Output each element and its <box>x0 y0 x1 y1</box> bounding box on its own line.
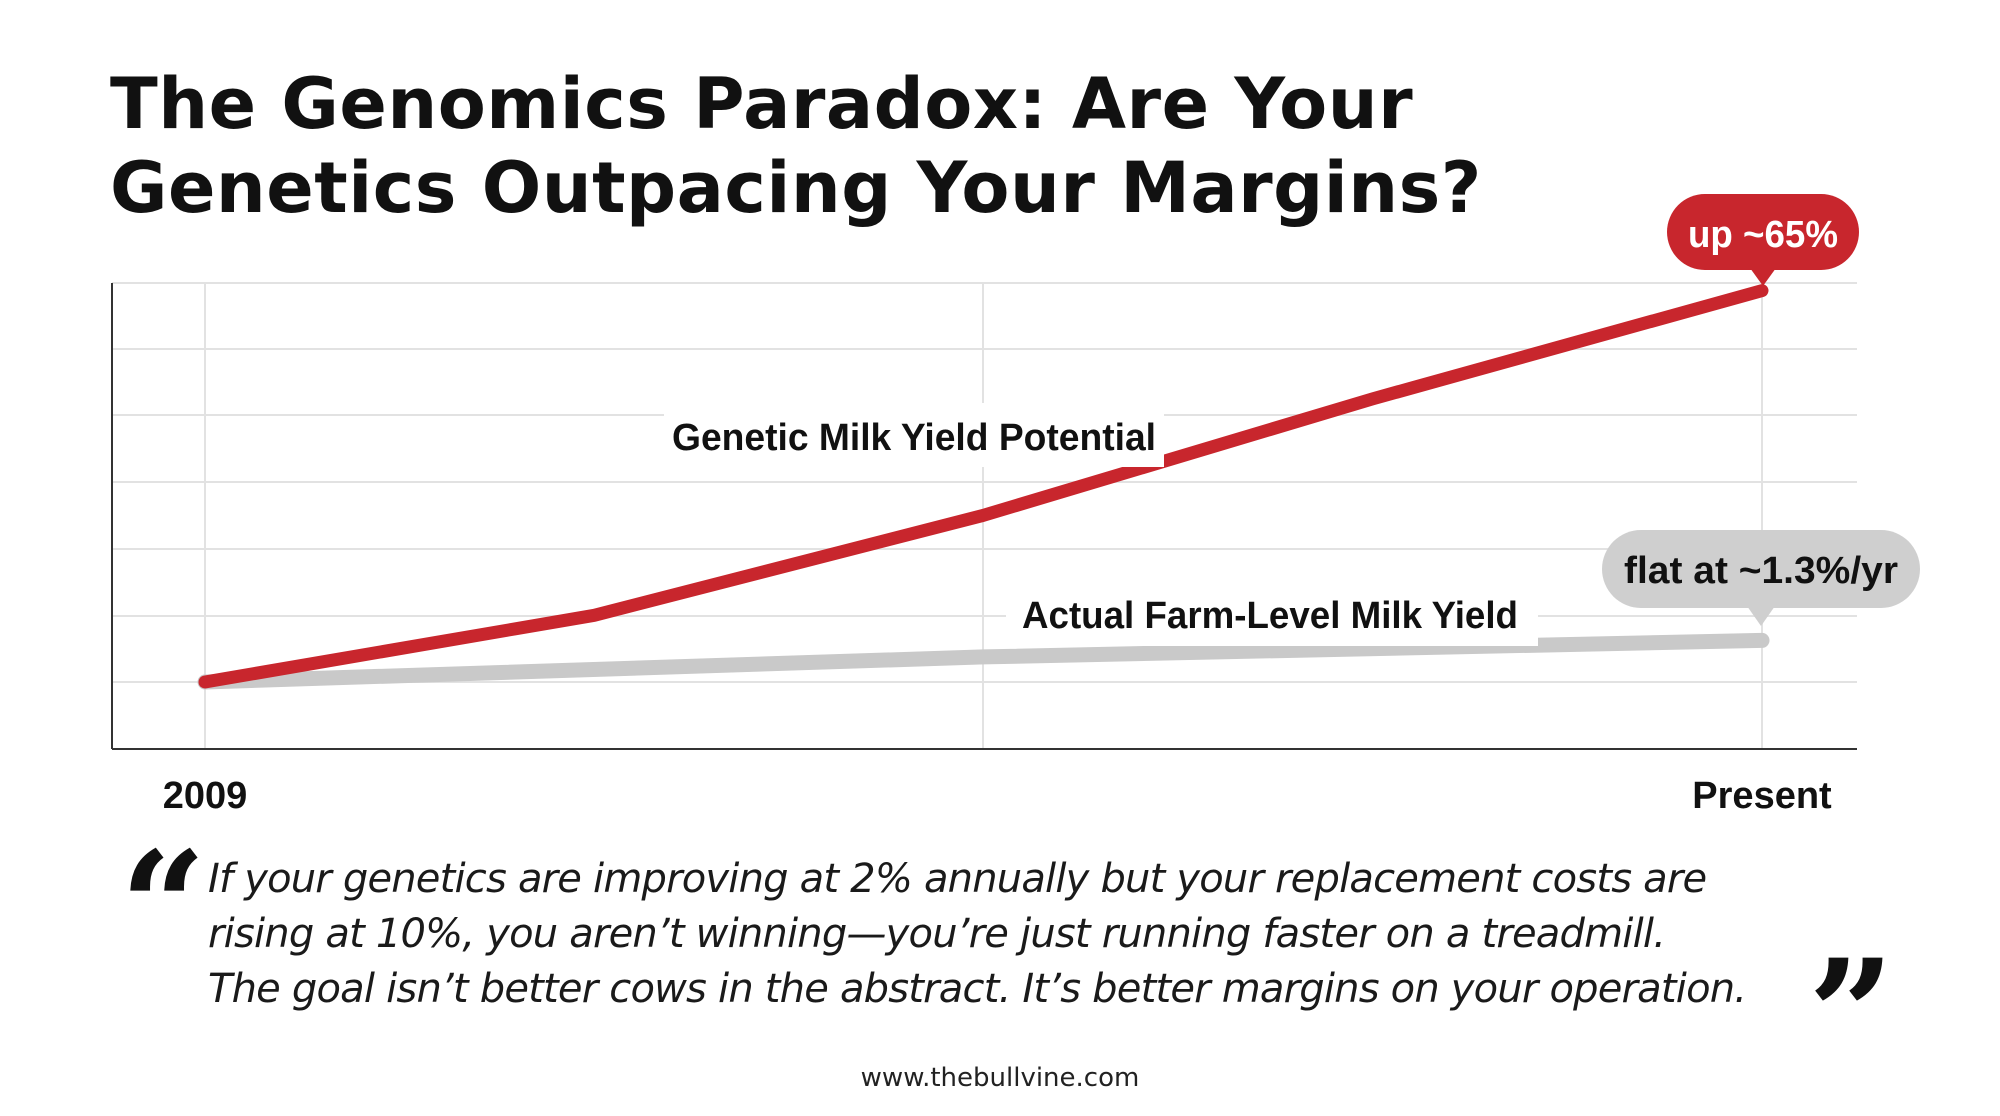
quote-line-2: rising at 10%, you aren’t winning—you’re… <box>208 911 1666 957</box>
callout-bubble-flat <box>1602 530 1920 608</box>
series-label-actual: Actual Farm-Level Milk Yield <box>1022 595 1518 637</box>
x-tick-label-end: Present <box>1692 775 1832 817</box>
pull-quote: If your genetics are improving at 2% ann… <box>208 852 1828 1017</box>
callout-growth: up ~65% <box>1688 214 1838 256</box>
callout-pointer-flat <box>1747 606 1775 626</box>
open-quote-icon: “ <box>120 819 207 995</box>
quote-line-3: The goal isn’t better cows in the abstra… <box>208 966 1747 1012</box>
title-line-2: Genetics Outpacing Your Margins? <box>110 147 1482 229</box>
quote-line-1: If your genetics are improving at 2% ann… <box>208 856 1707 902</box>
footer-url: www.thebullvine.com <box>860 1063 1140 1093</box>
callout-pointer-growth <box>1750 268 1776 286</box>
callout-bubble-growth <box>1667 194 1859 270</box>
callout-flat: flat at ~1.3%/yr <box>1624 550 1898 592</box>
x-tick-label-start: 2009 <box>163 775 248 817</box>
close-quote-icon: ” <box>1808 927 1895 1103</box>
series-label-bg-genetic <box>664 403 1164 467</box>
series-label-bg-actual <box>1006 582 1538 646</box>
chart-title: The Genomics Paradox: Are Your Genetics … <box>110 62 1510 230</box>
series-line-genetic-potential <box>198 284 1769 689</box>
series-label-genetic: Genetic Milk Yield Potential <box>672 417 1156 459</box>
title-line-1: The Genomics Paradox: Are Your <box>110 63 1414 145</box>
